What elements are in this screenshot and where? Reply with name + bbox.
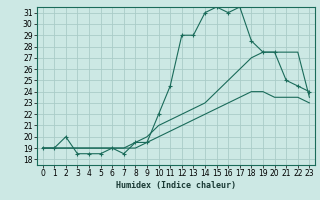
X-axis label: Humidex (Indice chaleur): Humidex (Indice chaleur) xyxy=(116,181,236,190)
